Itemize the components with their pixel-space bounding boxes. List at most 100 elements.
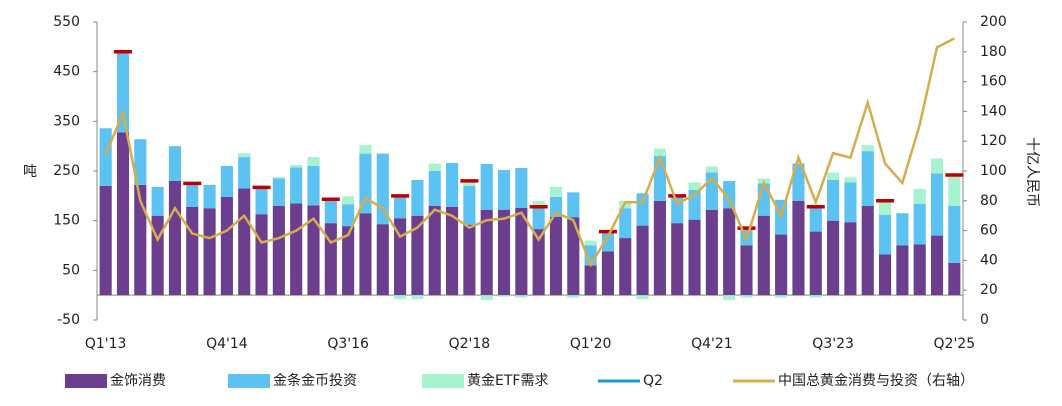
- bar: [809, 206, 822, 232]
- bar: [480, 295, 493, 301]
- y-tick-label: -50: [57, 312, 80, 328]
- bar: [601, 231, 615, 252]
- bar: [653, 156, 666, 201]
- bar: [567, 192, 580, 218]
- bar: [584, 240, 597, 246]
- bar: [636, 295, 649, 300]
- bar: [290, 165, 303, 168]
- bar: [792, 200, 805, 296]
- bar: [168, 180, 182, 296]
- bar: [151, 186, 164, 216]
- bar: [134, 184, 147, 296]
- bar: [290, 203, 303, 296]
- bar: [705, 209, 718, 296]
- x-tick-label: Q3'16: [327, 336, 369, 352]
- y2-tick-label: 0: [980, 312, 989, 328]
- bar: [549, 186, 563, 197]
- bar: [948, 205, 961, 263]
- bar: [532, 200, 545, 207]
- y2-tick-label: 80: [980, 193, 998, 209]
- bar: [342, 196, 355, 205]
- bar: [203, 208, 216, 296]
- bar: [272, 176, 285, 179]
- bar: [792, 163, 805, 201]
- x-tick-label: Q2'25: [934, 336, 976, 352]
- bar: [878, 202, 892, 215]
- bar: [567, 295, 580, 298]
- bar: [411, 215, 424, 296]
- bar: [549, 196, 563, 217]
- bar: [411, 179, 424, 216]
- bar: [497, 209, 511, 296]
- bar: [186, 206, 199, 296]
- legend-label: 金条金币投资: [273, 372, 357, 389]
- bar: [723, 295, 736, 301]
- y2-tick-label: 140: [980, 103, 1007, 119]
- x-tick-label: Q3'23: [812, 336, 854, 352]
- bar: [411, 295, 424, 300]
- x-tick-label: Q4'14: [206, 336, 248, 352]
- bar: [359, 213, 372, 296]
- bar: [827, 179, 840, 221]
- bar: [913, 203, 926, 245]
- y2-axis-title: 十亿人民币: [1024, 137, 1040, 207]
- bar: [930, 158, 944, 174]
- bar: [394, 195, 407, 219]
- bar: [515, 295, 528, 298]
- legend-label: Q2: [643, 373, 663, 389]
- bar: [238, 153, 251, 158]
- bar: [757, 215, 770, 296]
- bar: [671, 195, 684, 224]
- bar: [775, 295, 788, 298]
- bar: [636, 193, 649, 226]
- bar: [653, 148, 666, 157]
- bar: [913, 244, 926, 296]
- bar: [861, 151, 874, 206]
- bar: [619, 208, 632, 239]
- bar: [827, 220, 840, 296]
- bar: [723, 208, 736, 296]
- bar: [463, 179, 476, 186]
- bar: [671, 223, 684, 296]
- bar: [809, 231, 822, 296]
- legend-label: 中国总黄金消费与投资（右轴）: [778, 372, 974, 389]
- bar: [376, 224, 389, 296]
- legend-label: 黄金ETF需求: [467, 372, 548, 389]
- bar: [861, 205, 874, 296]
- bar: [255, 187, 268, 215]
- bar: [480, 164, 493, 210]
- bar: [497, 170, 511, 210]
- bar: [307, 157, 320, 167]
- bar: [238, 188, 251, 296]
- bar: [515, 168, 528, 208]
- bar: [116, 132, 130, 296]
- bar: [428, 205, 441, 296]
- y2-tick-label: 160: [980, 74, 1007, 90]
- bar: [913, 188, 926, 204]
- bar: [359, 145, 372, 154]
- bar: [930, 235, 944, 296]
- line: [104, 37, 955, 268]
- bar: [619, 238, 632, 296]
- y-tick-label: 150: [53, 213, 80, 229]
- bar: [342, 204, 355, 227]
- bar: [567, 217, 580, 296]
- y-tick-label: 550: [53, 14, 80, 30]
- legend-swatch: [65, 374, 107, 388]
- bar: [948, 262, 961, 296]
- bar: [775, 234, 788, 296]
- bar: [186, 183, 199, 207]
- y-axis-title: 吨: [23, 164, 37, 180]
- bar: [324, 200, 337, 224]
- bar: [428, 171, 441, 206]
- y2-tick-label: 60: [980, 223, 998, 239]
- y-tick-label: 350: [53, 113, 80, 129]
- bar: [896, 213, 909, 246]
- bar: [445, 206, 459, 296]
- bar: [948, 174, 961, 206]
- y2-tick-label: 40: [980, 252, 998, 268]
- y-tick-label: 450: [53, 64, 80, 80]
- bar: [740, 245, 753, 296]
- x-tick-label: Q1'13: [85, 336, 127, 352]
- bar: [272, 178, 285, 206]
